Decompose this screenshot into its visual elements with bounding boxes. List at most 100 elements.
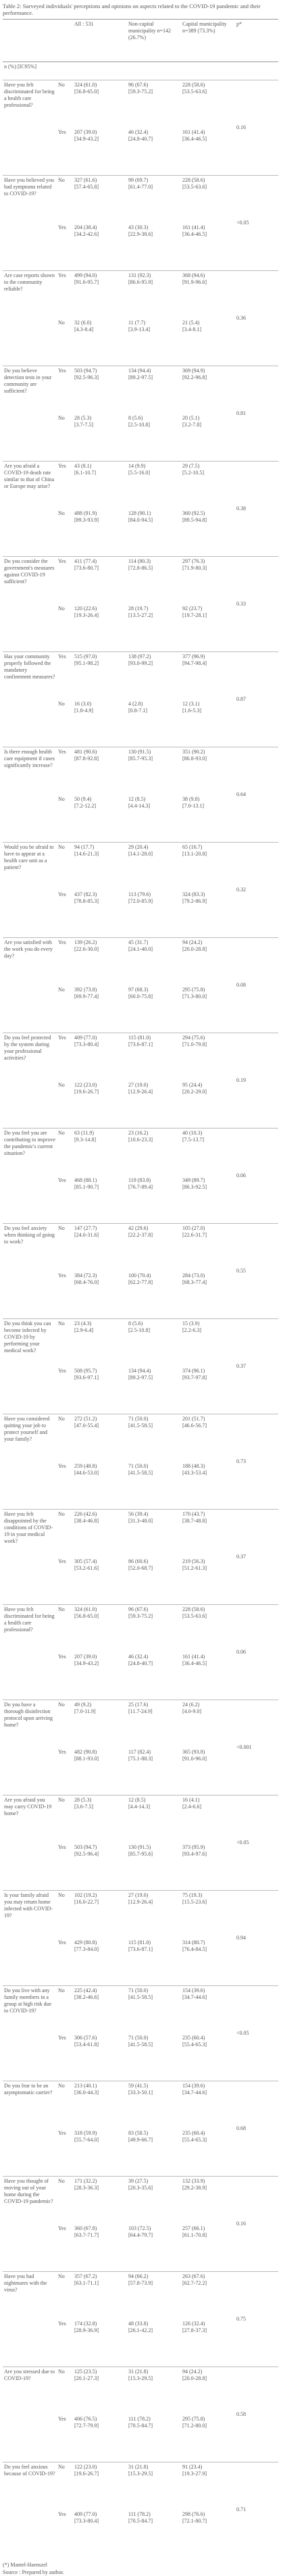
- confidence-interval: [68.4-76.0]: [74, 1279, 99, 1285]
- value-cell: 59 (41.5) [33.3-50.1]: [127, 2081, 181, 2129]
- confidence-interval: [71.2-80.0]: [182, 2423, 207, 2429]
- value-cell: 272 (51.2) [47.0-55.4]: [73, 1414, 127, 1462]
- value-cell: 91 (23.4) [19.3-27.9]: [181, 2462, 235, 2510]
- value-cell: 83 (58.5) [49.9-66.7]: [127, 2129, 181, 2177]
- answer-label: Yes: [58, 224, 66, 230]
- answer-label: Yes: [58, 1177, 66, 1183]
- count-percent: 318 (59.9): [74, 2130, 97, 2136]
- confidence-interval: [3.6-7.5]: [74, 1804, 93, 1810]
- value-cell: 12 (8.5) [4.4-14.3]: [127, 795, 181, 843]
- confidence-interval: [34.7-44.6]: [182, 1994, 207, 2000]
- count-percent: 32 (6.0): [74, 320, 92, 326]
- confidence-interval: [73.3-80.4]: [74, 1041, 99, 1047]
- confidence-interval: [3.9-13.4]: [128, 326, 150, 332]
- count-percent: 161 (41.4): [182, 1654, 205, 1660]
- confidence-interval: [52.0-68.7]: [128, 1565, 153, 1571]
- value-cell: 409 (77.0) [73.3-80.4]: [73, 1033, 127, 1081]
- answer-label: Yes: [58, 1558, 66, 1564]
- question: Have you considered quitting your job to…: [3, 1414, 57, 1510]
- confidence-interval: [1.6-5.3]: [182, 708, 201, 714]
- count-percent: 377 (96.9): [182, 653, 205, 660]
- count-percent: 71 (50.0): [128, 1416, 149, 1422]
- value-cell: 29 (20.4) [14.1-28.0]: [127, 842, 181, 890]
- confidence-interval: [4.4-14.3]: [128, 803, 150, 809]
- confidence-interval: [55.7-64.0]: [74, 2137, 99, 2143]
- confidence-interval: [11.7-24.9]: [128, 1708, 153, 1714]
- count-percent: 71 (50.0): [128, 1463, 149, 1469]
- value-cell: 114 (80.3) [72.8-86.5]: [127, 556, 181, 604]
- count-percent: 132 (33.9): [182, 2178, 205, 2184]
- count-percent: 115 (81.0): [128, 1939, 151, 1946]
- confidence-interval: [61.4-77.0]: [128, 184, 153, 190]
- confidence-interval: [75.1-88.3]: [128, 1756, 153, 1762]
- p-value: 0.06: [235, 1128, 278, 1224]
- answer-row: Yes 306 (57.6) [53.4-61.8] 71 (50.0) [41.5-5…: [3, 2033, 278, 2081]
- count-percent: 94 (24.2): [182, 2369, 203, 2375]
- value-cell: 131 (92.3) [86.6-95.9]: [127, 270, 181, 318]
- answer-row: Do you consider the government's measure…: [3, 556, 278, 652]
- confidence-interval: [7.0-13.1]: [182, 803, 204, 809]
- confidence-interval: [36.0-44.3]: [74, 2089, 99, 2096]
- confidence-interval: [76.7-89.4]: [128, 1184, 153, 1190]
- answer-row: Have you considered quitting your job to…: [3, 1414, 278, 1510]
- count-percent: 481 (90.6): [74, 749, 97, 755]
- confidence-interval: [53.5-63.6]: [182, 184, 207, 190]
- count-percent: 119 (83.8): [128, 1177, 151, 1183]
- count-percent: 297 (76.3): [182, 558, 205, 564]
- confidence-interval: [38.4-46.8]: [74, 1518, 99, 1524]
- confidence-interval: [4.0-9.0]: [182, 1708, 201, 1714]
- count-percent: 228 (58.6): [182, 82, 205, 88]
- answer-row: Are you afraid you may carry COVID-19 ho…: [3, 1795, 278, 1891]
- count-percent: 392 (73.8): [74, 987, 97, 993]
- value-cell: 360 (67.8) [63.7-71.7]: [73, 2224, 127, 2272]
- confidence-interval: [70.5-84.7]: [128, 2423, 153, 2429]
- confidence-interval: [12.9-26.4]: [128, 1899, 153, 1905]
- value-cell: 154 (39.6) [34.7-44.6]: [181, 1985, 235, 2033]
- value-cell: 138 (97.2) [93.0-99.2]: [127, 651, 181, 699]
- value-cell: 235 (60.4) [55.4-65.3]: [181, 2033, 235, 2081]
- value-cell: 305 (57.4) [53.2-61.6]: [73, 1557, 127, 1605]
- value-cell: 392 (73.8) [69.9-77.4]: [73, 985, 127, 1033]
- count-percent: 23 (16.2): [128, 1130, 149, 1136]
- value-cell: 481 (90.6) [87.8-92.8]: [73, 747, 127, 795]
- p-value: 0.64: [235, 747, 278, 843]
- value-cell: 96 (67.6) [59.3-75.2]: [127, 80, 181, 128]
- confidence-interval: [69.9-77.4]: [74, 993, 99, 999]
- count-percent: 373 (95.9): [182, 1844, 205, 1850]
- value-cell: 102 (19.2) [16.0-22.7]: [73, 1890, 127, 1938]
- value-cell: 130 (91.5) [85.7-95.3]: [127, 747, 181, 795]
- count-percent: 45 (31.7): [128, 939, 149, 945]
- value-cell: 161 (41.4) [36.4-46.5]: [181, 1652, 235, 1700]
- value-cell: 374 (96.1) [93.7-97.8]: [181, 1366, 235, 1414]
- value-cell: 219 (56.3) [51.2-61.3]: [181, 1557, 235, 1605]
- confidence-interval: [20.2-29.0]: [182, 1089, 207, 1095]
- count-percent: 56 (39.4): [128, 1511, 149, 1517]
- count-percent: 91 (23.4): [182, 2464, 203, 2470]
- value-cell: 14 (9.9) [5.5-16.0]: [127, 461, 181, 509]
- p-value: 0.32: [235, 842, 278, 938]
- count-percent: 324 (61.0): [74, 1606, 97, 1612]
- count-percent: 105 (27.0): [182, 1225, 205, 1231]
- p-value: 0.37: [235, 1509, 278, 1605]
- count-percent: 122 (23.0): [74, 1082, 97, 1088]
- confidence-interval: [24.8-40.7]: [128, 136, 153, 142]
- answer-label: Yes: [58, 1272, 66, 1279]
- value-cell: 154 (39.6) [34.7-44.6]: [181, 2081, 235, 2129]
- confidence-interval: [20.1-27.3]: [74, 2375, 99, 2381]
- value-cell: 377 (96.9) [94.7-98.4]: [181, 651, 235, 699]
- value-cell: 482 (90.8) [88.1-93.0]: [73, 1748, 127, 1795]
- answer-row: No 488 (91.9) [89.3-93.9] 128 (90.1) [84.0-9…: [3, 509, 278, 557]
- count-percent: 43 (30.3): [128, 224, 149, 230]
- table-body: Have you felt discriminated for being a …: [3, 80, 278, 2557]
- confidence-interval: [85.1-90.7]: [74, 1184, 99, 1190]
- value-cell: 75 (19.3) [15.5-23.6]: [181, 1890, 235, 1938]
- count-percent: 21 (5.4): [182, 320, 200, 326]
- count-percent: 122 (23.0): [74, 2464, 97, 2470]
- p-value: <0.05: [235, 1795, 278, 1891]
- confidence-interval: [27.8-37.3]: [182, 2327, 207, 2333]
- confidence-interval: [43.3-53.4]: [182, 1470, 207, 1476]
- answer-row: Yes 174 (32.8) [28.9-36.9] 48 (33.8) [26.1-4…: [3, 2319, 278, 2367]
- count-percent: 12 (8.5): [128, 1797, 146, 1803]
- p-value: 0.58: [235, 2367, 278, 2462]
- confidence-interval: [4.4-14.3]: [128, 1804, 150, 1810]
